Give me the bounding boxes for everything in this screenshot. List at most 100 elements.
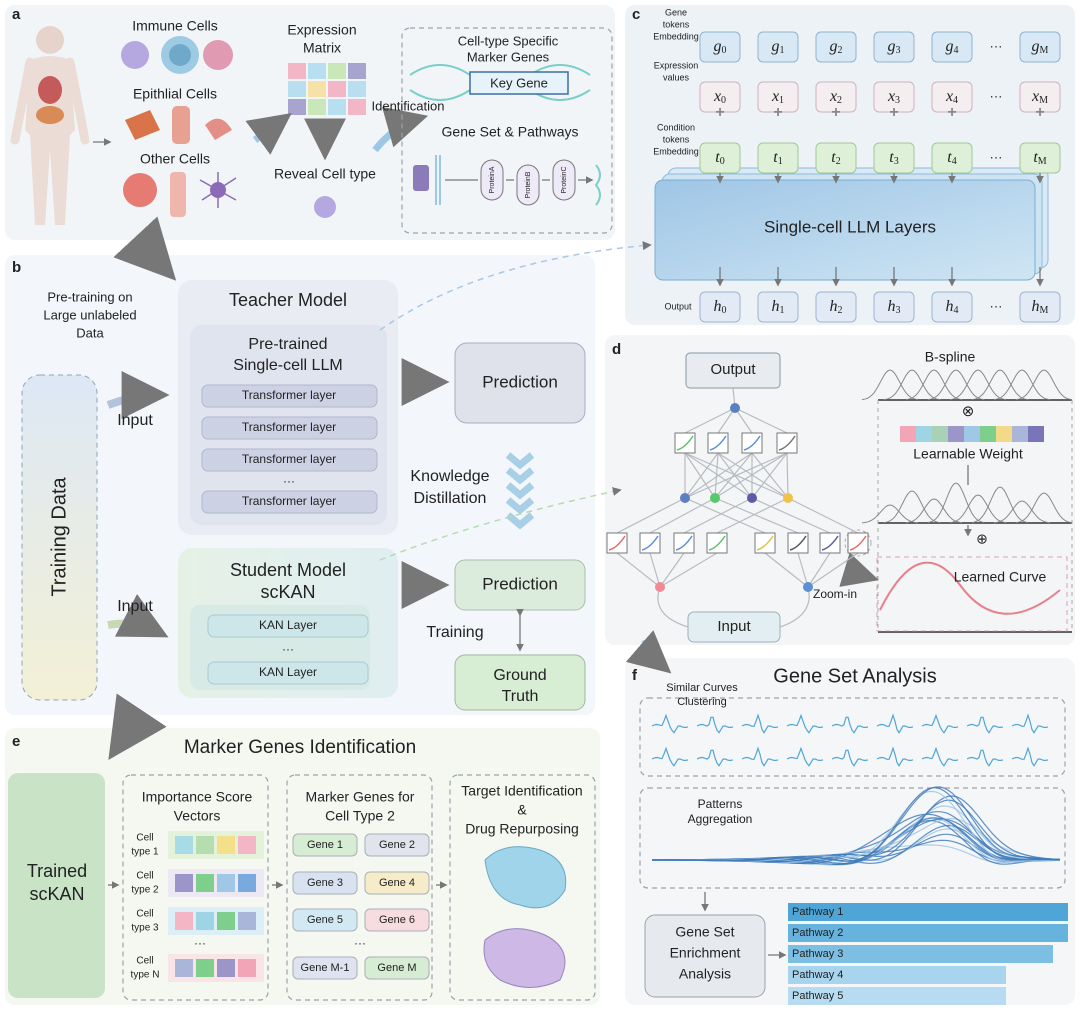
edge (684, 407, 789, 499)
token: tM (1033, 149, 1046, 168)
edge (787, 497, 859, 588)
cluster-curve (786, 746, 824, 767)
panel-label: a (12, 6, 21, 23)
token: xM (1031, 88, 1048, 107)
label: Matrix (303, 40, 341, 56)
label: scKAN (260, 582, 315, 602)
protein-structure (483, 928, 566, 988)
label: Gene 3 (307, 877, 343, 889)
label: Single-cell LLM Layers (764, 217, 936, 236)
label: Cell-type Specific (458, 33, 559, 48)
token: g0 (714, 38, 727, 57)
layer-box (207, 661, 369, 685)
enrichment-box (644, 914, 766, 998)
label: Pathway 3 (792, 948, 843, 960)
function-curve (708, 535, 726, 551)
cluster-curve (696, 716, 734, 734)
pathway-bar (788, 903, 1068, 921)
panel-d (605, 335, 1075, 645)
label: Pathway 2 (792, 927, 843, 939)
arrow (108, 693, 167, 760)
label: Marker Genes (467, 49, 550, 64)
cell-group: Immune Cells (132, 18, 218, 34)
token-box (1019, 31, 1061, 63)
layer-box (201, 448, 378, 472)
label: Expression (287, 22, 356, 38)
node (803, 582, 813, 592)
arrow (107, 593, 169, 638)
label: B-spline (925, 349, 976, 365)
weighted-curve (861, 504, 919, 524)
layer-box (201, 490, 378, 514)
token-index: 4 (952, 156, 957, 167)
label: ⊗ (962, 403, 975, 420)
token-index: 4 (954, 45, 959, 56)
gene-box (364, 833, 430, 857)
token: x1 (771, 88, 784, 107)
label: type 2 (131, 885, 159, 896)
learned-curve (879, 561, 1061, 615)
token-index: 3 (894, 156, 899, 167)
token-box (699, 291, 741, 323)
token-box (931, 31, 973, 63)
vector-cell (217, 959, 235, 977)
cluster-curve (921, 713, 959, 734)
vector-cell (238, 874, 256, 892)
function-box (819, 532, 841, 554)
token-box (873, 81, 915, 113)
cluster-curve (831, 716, 869, 734)
token-symbol: g (772, 38, 780, 55)
edge (659, 497, 789, 588)
label: Transformer layer (242, 494, 336, 508)
label: Learned Curve (954, 569, 1047, 585)
function-curve (676, 435, 694, 451)
protein-structure (484, 846, 567, 909)
label: ⊕ (976, 531, 988, 547)
token: hM (1032, 298, 1049, 317)
dashed-box (639, 697, 1066, 777)
gene-box (364, 956, 430, 980)
token-index: 4 (953, 95, 958, 106)
token-symbol: g (714, 38, 722, 55)
plus: + (889, 104, 898, 121)
label: Condition (657, 122, 695, 132)
token-symbol: g (1032, 38, 1040, 55)
function-box (776, 432, 798, 454)
edge (649, 497, 716, 588)
label: Trained (27, 861, 87, 881)
function-curve (849, 535, 867, 551)
key-gene-box (469, 71, 569, 95)
membrane (435, 155, 441, 205)
edge (659, 497, 753, 588)
token: g2 (830, 38, 843, 57)
gene-box (292, 871, 358, 895)
cluster-curve (966, 749, 1004, 767)
token: h2 (830, 298, 843, 317)
cluster-curve (741, 746, 779, 767)
token-symbol: x (887, 88, 895, 105)
function-box (741, 432, 763, 454)
panel-label: e (12, 733, 20, 750)
token-symbol: t (1033, 149, 1038, 166)
expression-matrix (288, 63, 366, 115)
weighted-curve (927, 482, 985, 523)
label: Gene (665, 7, 687, 17)
cluster-curve (651, 746, 689, 767)
label: Large unlabeled (43, 307, 136, 322)
token-symbol: h (946, 298, 954, 315)
cluster-curve (876, 746, 914, 767)
function-box (847, 532, 869, 554)
label: scKAN (29, 884, 84, 904)
token-index: 3 (896, 45, 901, 56)
token: h3 (888, 298, 901, 317)
label: ··· (282, 642, 294, 656)
label: Embedding (653, 31, 699, 41)
cluster-curve (696, 749, 734, 767)
node (655, 582, 665, 592)
token-symbol: x (1031, 88, 1039, 105)
function-box (706, 532, 728, 554)
label: Training Data (48, 476, 70, 596)
guide (877, 400, 1073, 632)
label: Gene 4 (379, 877, 415, 889)
label: Clustering (677, 696, 727, 708)
